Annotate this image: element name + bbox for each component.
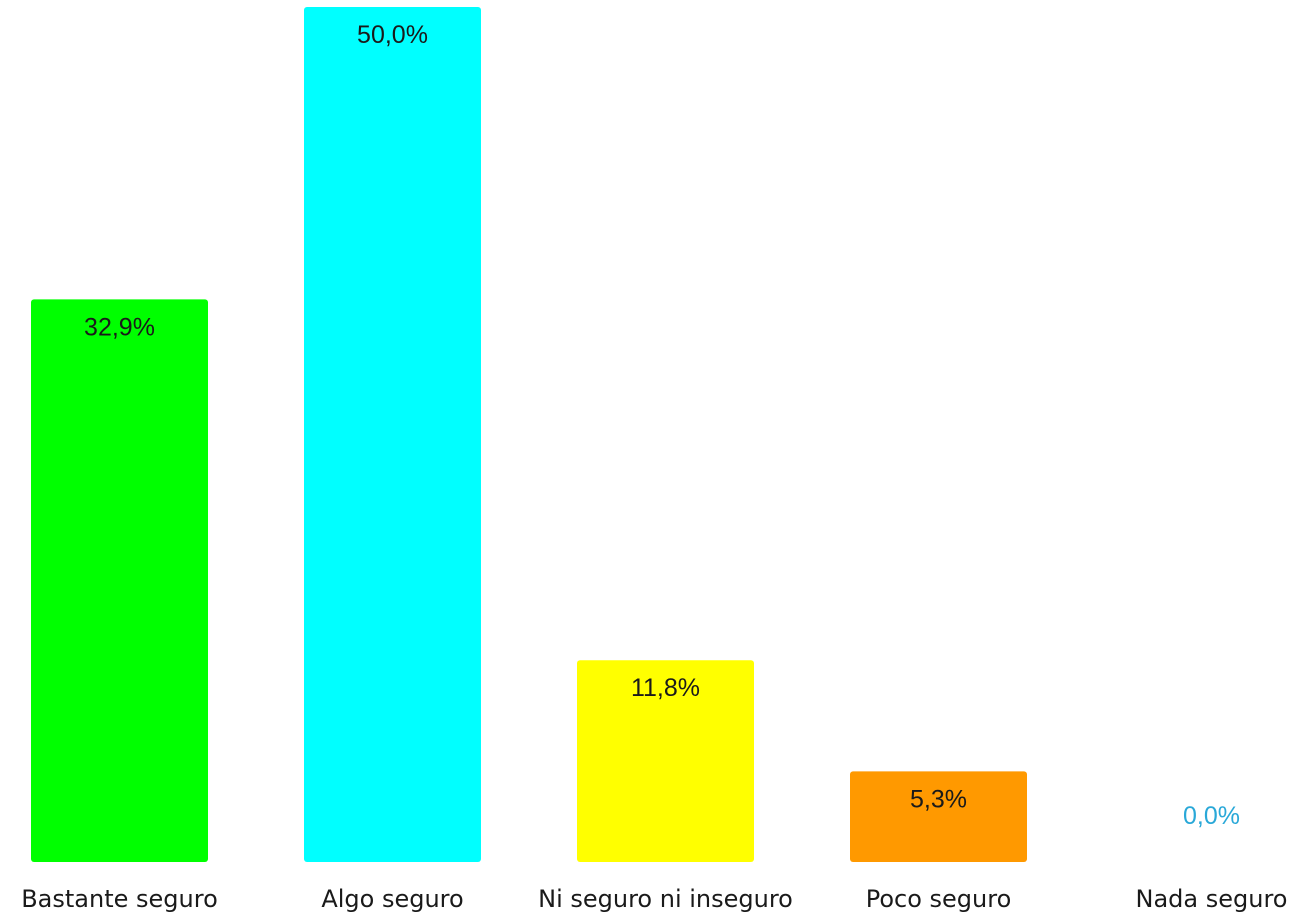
category-label-ni-seguro-ni-inseguro: Ni seguro ni inseguro (538, 885, 793, 913)
bar-poco-seguro (850, 771, 1027, 862)
value-label-ni-seguro-ni-inseguro: 11,8% (631, 674, 700, 702)
value-label-bastante-seguro: 32,9% (84, 313, 155, 341)
value-label-nada-seguro: 0,0% (1183, 802, 1240, 830)
category-label-poco-seguro: Poco seguro (866, 885, 1012, 913)
bars-group (31, 7, 1027, 862)
category-label-algo-seguro: Algo seguro (321, 885, 463, 913)
value-label-algo-seguro: 50,0% (357, 21, 428, 49)
category-label-nada-seguro: Nada seguro (1136, 885, 1288, 913)
value-labels-group: 32,9% 50,0% 11,8% 5,3% 0,0% (84, 21, 1240, 830)
bar-ni-seguro-ni-inseguro (577, 660, 754, 862)
bar-bastante-seguro (31, 299, 208, 862)
value-label-poco-seguro: 5,3% (910, 785, 967, 813)
category-label-bastante-seguro: Bastante seguro (21, 885, 218, 913)
bar-algo-seguro (304, 7, 481, 862)
category-labels-group: Bastante seguro Algo seguro Ni seguro ni i… (21, 885, 1287, 913)
